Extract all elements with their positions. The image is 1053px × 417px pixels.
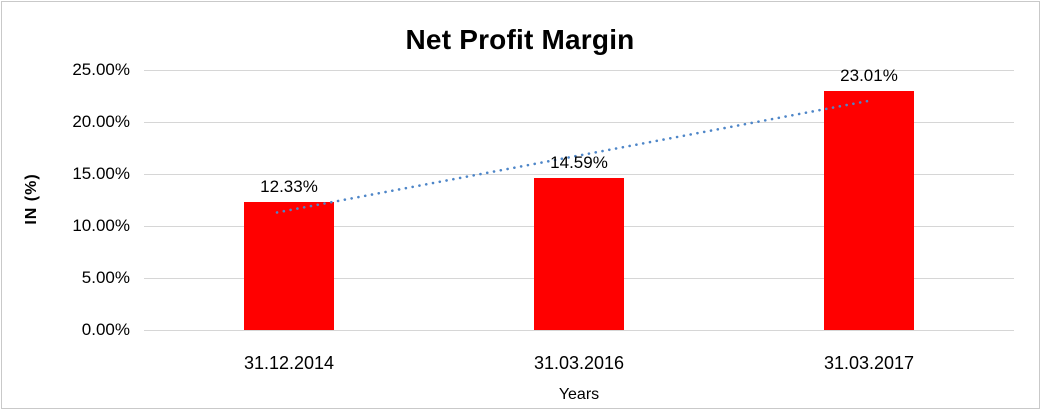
bar-value-label: 12.33% [260,176,318,196]
y-tick-label: 0.00% [81,320,130,339]
bar [244,201,334,330]
bar-value-label: 14.59% [550,153,608,173]
x-category-label: 31.12.2014 [243,353,335,373]
y-tick-label: 20.00% [72,112,130,131]
y-tick-label: 5.00% [81,268,130,287]
x-category-label: 31.03.2017 [823,353,915,373]
bar [824,90,914,330]
x-axis-title: Years [558,386,600,403]
gridline [144,330,1014,331]
gridline [144,70,1014,71]
x-category-label: 31.03.2016 [533,353,625,373]
y-tick-label: 25.00% [72,60,130,79]
y-tick-label: 10.00% [72,216,130,235]
chart-title: Net Profit Margin [405,24,635,55]
bar-value-label: 23.01% [840,65,898,85]
bar [534,178,624,330]
y-tick-label: 15.00% [72,164,130,183]
